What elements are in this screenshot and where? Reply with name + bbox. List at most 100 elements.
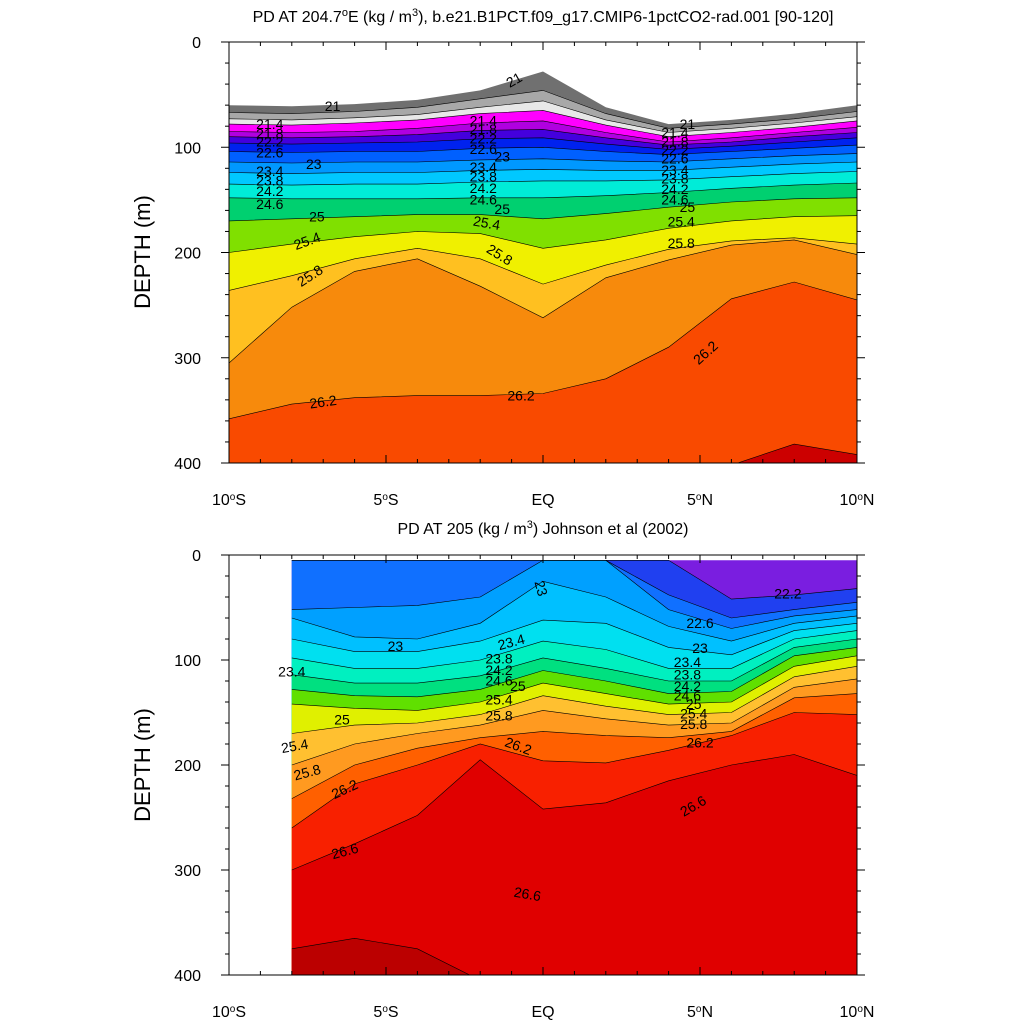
contour-label: 21.8 <box>470 121 497 137</box>
contour-label: 23.4 <box>661 162 688 178</box>
y-tick-label: 300 <box>174 863 201 880</box>
contour-label: 25 <box>309 209 325 225</box>
x-tick-label: 5oN <box>687 1004 713 1022</box>
contour-line-26 <box>229 239 857 364</box>
y-tick-label: 100 <box>174 140 201 157</box>
density-band-deepest <box>737 444 857 463</box>
contour-label: 26.6 <box>330 840 361 863</box>
contour-label: 22.2 <box>470 131 497 147</box>
contour-line-26.6 <box>736 443 857 463</box>
contour-line-22.8 <box>291 559 857 629</box>
contour-line-23.4 <box>229 153 857 164</box>
contour-line-25.8 <box>229 237 857 291</box>
contour-label: 23.8 <box>485 651 512 667</box>
density-band-26.6 <box>291 754 857 975</box>
x-tick-label: EQ <box>531 1004 554 1021</box>
contour-label: 24.6 <box>470 192 497 208</box>
y-tick-label: 400 <box>174 968 201 985</box>
contour-label: 22.6 <box>256 144 283 160</box>
chart-title: PD AT 204.7oE (kg / m3), b.e21.B1PCT.f09… <box>253 7 834 26</box>
y-tick-label: 0 <box>192 548 201 565</box>
contour-line-25.4 <box>229 215 857 253</box>
contour-line-23 <box>291 580 857 642</box>
contour-label: 22.6 <box>661 151 688 167</box>
contour-label: 23.4 <box>674 654 701 670</box>
y-tick-label: 0 <box>192 35 201 52</box>
contour-label: 21.4 <box>256 116 283 132</box>
contour-label: 23.8 <box>674 667 701 683</box>
contour-label: 25 <box>334 712 350 728</box>
contour-line-26 <box>291 693 857 799</box>
x-tick-label: 5oS <box>373 1004 398 1022</box>
contour-line-24.6 <box>291 647 857 698</box>
contour-line-25 <box>291 655 857 711</box>
contour-label: 25 <box>680 199 696 215</box>
contour-label: 22.6 <box>470 141 497 157</box>
contour-label: 24.6 <box>674 688 701 704</box>
contour-label: 23.8 <box>256 173 283 189</box>
contour-label: 21 <box>325 98 341 114</box>
contour-label: 22.2 <box>774 586 801 602</box>
y-axis-label: DEPTH (m) <box>130 195 155 309</box>
filled-contours <box>229 71 857 463</box>
contour-label: 24.6 <box>256 196 283 212</box>
y-tick-label: 400 <box>174 456 201 473</box>
contour-label: 21 <box>680 116 696 132</box>
contour-label: 25.4 <box>485 692 512 708</box>
y-tick-label: 200 <box>174 246 201 263</box>
contour-label: 22.6 <box>686 615 713 631</box>
panel-bottom-density-section: PD AT 205 (kg / m3) Johnson et al (2002)… <box>130 519 874 1021</box>
contour-line-23.8 <box>291 630 857 669</box>
x-tick-label: 10oN <box>840 492 875 510</box>
contour-label: 24.6 <box>485 673 512 689</box>
contour-label: 23 <box>388 638 404 654</box>
contour-label: 26.2 <box>507 387 534 403</box>
contour-label: 26.2 <box>686 735 713 751</box>
contour-label: 25.8 <box>680 716 707 732</box>
contour-label: 23.4 <box>278 663 305 679</box>
contour-label: 25.4 <box>668 214 695 230</box>
x-tick-label: 10oS <box>212 492 246 510</box>
contour-label: 23.8 <box>470 169 497 185</box>
contour-line-21.4 <box>229 110 857 138</box>
contour-label: 25.8 <box>668 235 695 251</box>
panel-top-density-section: PD AT 204.7oE (kg / m3), b.e21.B1PCT.f09… <box>130 7 874 509</box>
contour-label: 22.2 <box>661 142 688 158</box>
contour-label: 26.2 <box>308 392 337 412</box>
contour-label: 23 <box>692 640 708 656</box>
axes: 10oS 5oS EQ 5oN 10oN 0 100 200 300 400 DEPTH (m) <box>130 35 874 509</box>
contour-line-21.2 <box>229 100 857 133</box>
contour-line-22.6 <box>229 137 857 150</box>
contour-line-23 <box>229 144 857 155</box>
contour-label: 21.8 <box>661 134 688 150</box>
contour-line-24.2 <box>291 638 857 684</box>
contour-line-21.8 <box>229 120 857 143</box>
density-band-deepest <box>291 938 470 975</box>
y-tick-label: 100 <box>174 653 201 670</box>
contour-label: 25.4 <box>680 705 707 721</box>
contour-line-26.8 <box>291 937 471 975</box>
contour-label: 24.2 <box>674 678 701 694</box>
contour-line-26.2 <box>229 281 857 420</box>
contour-line-26.6 <box>291 754 857 871</box>
contour-line-25.4 <box>291 666 857 734</box>
contour-label: 24.2 <box>470 180 497 196</box>
y-tick-label: 200 <box>174 758 201 775</box>
contour-line-23.4 <box>291 619 857 656</box>
contour-line-25.8 <box>291 678 857 766</box>
x-tick-label: 10oN <box>840 1004 875 1022</box>
filled-contours <box>291 559 857 975</box>
contour-line-25 <box>229 197 857 222</box>
contour-label: 25.8 <box>292 761 323 784</box>
contour-label: 25.8 <box>485 707 512 723</box>
contour-line-24.2 <box>229 171 857 186</box>
contour-label: 22.2 <box>256 134 283 150</box>
y-tick-label: 300 <box>174 351 201 368</box>
contour-label: 21 <box>503 69 525 91</box>
contour-line-24.6 <box>229 182 857 200</box>
contour-line-21 <box>229 90 857 129</box>
contour-label: 24.2 <box>661 181 688 197</box>
contour-label: 25.4 <box>280 736 310 757</box>
y-axis-label: DEPTH (m) <box>130 708 155 822</box>
